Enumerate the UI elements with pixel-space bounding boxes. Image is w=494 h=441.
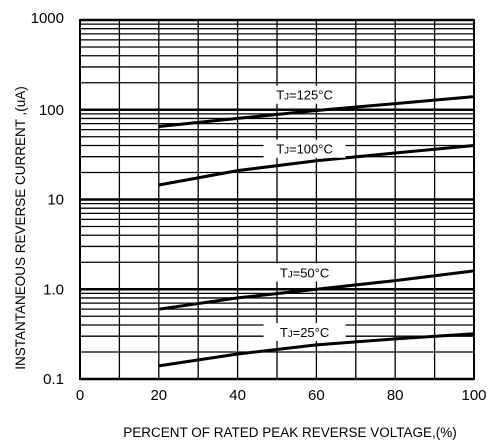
series-labels: TJ=125°C TJ=100°C TJ=50°C TJ=25°C xyxy=(263,85,346,341)
x-tick-label: 0 xyxy=(76,387,84,404)
series-label-bg xyxy=(263,139,346,158)
y-axis-title: INSTANTANEOUS REVERSE CURRENT ,(uA) xyxy=(13,86,28,370)
x-tick-label: 100 xyxy=(461,387,486,404)
x-tick-label: 40 xyxy=(229,387,246,404)
series-line xyxy=(158,144,475,187)
x-tick-label: 80 xyxy=(387,387,404,404)
series-line xyxy=(158,269,475,311)
y-tick-label: 100 xyxy=(39,102,64,119)
y-tick-label: 10 xyxy=(47,192,64,209)
x-tick-label: 20 xyxy=(150,387,167,404)
y-tick-label: 0.1 xyxy=(43,371,64,388)
grid xyxy=(79,18,475,381)
series-label-bg xyxy=(263,263,346,282)
series-label-bg xyxy=(263,85,346,104)
series-lines xyxy=(158,95,475,368)
tick-labels: 0 20 40 60 80 100 0.1 1.0 10 100 1000 xyxy=(31,10,487,404)
series-line xyxy=(158,95,475,128)
series-label-bg xyxy=(263,322,346,341)
series-label: TJ=100°C xyxy=(276,142,333,157)
x-tick-label: 60 xyxy=(308,387,325,404)
y-tick-label: 1000 xyxy=(31,10,64,27)
series-label: TJ=25°C xyxy=(280,325,329,340)
x-axis-title: PERCENT OF RATED PEAK REVERSE VOLTAGE,(%… xyxy=(123,425,457,440)
y-tick-label: 1.0 xyxy=(43,281,64,298)
series-label: TJ=125°C xyxy=(276,88,333,103)
series-line xyxy=(158,332,475,368)
series-label: TJ=50°C xyxy=(280,265,329,280)
plot-frame xyxy=(79,19,475,380)
